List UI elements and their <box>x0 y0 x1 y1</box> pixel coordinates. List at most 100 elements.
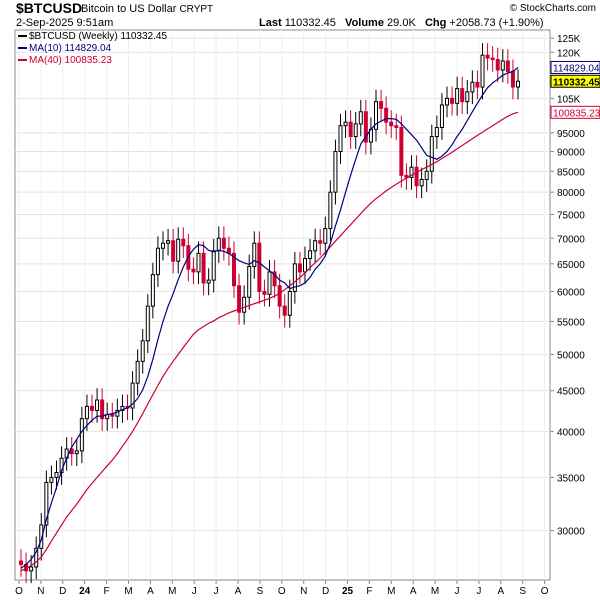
candle-body <box>374 101 378 130</box>
y-tick-label: 70000 <box>557 234 585 245</box>
legend-ma10: MA(10) 114829.04 <box>18 43 111 54</box>
y-tick-label: 35000 <box>557 473 585 484</box>
candle-body <box>242 296 247 313</box>
x-tick-label: M <box>168 586 176 597</box>
candle-body <box>34 547 39 568</box>
x-tick-label: O <box>278 586 286 597</box>
candle-body <box>460 88 465 103</box>
candle-body <box>267 271 272 295</box>
legend-price: $BTCUSD (Weekly) 110332.45 <box>18 31 167 42</box>
candle-body <box>318 240 323 244</box>
candle-body <box>130 382 135 409</box>
ma40-line <box>20 111 519 572</box>
candle-body <box>358 111 363 125</box>
y-tick-label: 90000 <box>557 148 585 159</box>
y-tick-label: 30000 <box>557 527 585 538</box>
legend-price-swatch <box>18 35 27 38</box>
candle-body <box>419 178 424 187</box>
y-tick-label: 125K <box>557 34 581 45</box>
x-tick-label: S <box>257 586 264 597</box>
x-tick-label: A <box>410 586 417 597</box>
chart-date: 2-Sep-2025 9:51am <box>16 17 114 29</box>
candle-body <box>252 242 257 267</box>
candle-body <box>29 566 34 572</box>
candle-body <box>115 409 120 417</box>
candle-body <box>429 136 434 172</box>
y-tick-label: 60000 <box>557 287 585 298</box>
candle-body <box>292 263 297 292</box>
x-tick-label: A <box>497 586 504 597</box>
candle-body <box>455 88 460 104</box>
candle-body <box>363 111 368 143</box>
legend-ma40-swatch <box>18 59 27 62</box>
candle-body <box>389 121 394 127</box>
candle-body <box>328 191 333 230</box>
candle-body <box>450 97 455 104</box>
candle-body <box>516 80 520 88</box>
symbol-title: $BTCUSD <box>16 0 83 16</box>
candle-body <box>257 242 262 292</box>
brand-watermark: © StockCharts.com <box>509 3 596 14</box>
candle-body <box>404 174 409 178</box>
candle-body <box>110 414 115 417</box>
candle-body <box>216 237 221 252</box>
candle-body <box>201 252 206 284</box>
candle-body <box>140 340 145 362</box>
x-tick-label: A <box>235 586 242 597</box>
candle-body <box>237 285 242 313</box>
candle-body <box>338 125 343 153</box>
price-tag-box <box>550 74 600 88</box>
x-tick-label: F <box>366 586 372 597</box>
candle-body <box>155 247 160 276</box>
candle-body <box>500 60 505 71</box>
candle-body <box>145 305 150 342</box>
x-tick-label: N <box>37 586 44 597</box>
candle-body <box>84 405 89 420</box>
x-tick-label: J <box>476 586 481 597</box>
price-tag-label: 100835.23 <box>553 108 600 119</box>
candle-body <box>308 250 313 260</box>
candle-body <box>90 405 94 411</box>
candle-body <box>262 290 267 295</box>
x-tick-label: N <box>300 586 307 597</box>
y-tick-label: 45000 <box>557 387 585 398</box>
x-tick-label: M <box>124 586 132 597</box>
candle-body <box>181 238 186 247</box>
candle-body <box>495 59 500 71</box>
x-tick-label: O <box>541 586 549 597</box>
candle-body <box>176 238 181 262</box>
x-tick-label: O <box>15 586 23 597</box>
candle-body <box>470 81 475 93</box>
y-tick-label: 95000 <box>557 129 585 140</box>
candle-body <box>196 252 201 273</box>
candle-body <box>232 252 236 287</box>
candle-body <box>211 250 216 281</box>
legend-ma40: MA(40) 100835.23 <box>18 55 112 66</box>
candle-body <box>120 405 125 411</box>
legend-price-text: $BTCUSD (Weekly) 110332.45 <box>29 31 168 42</box>
candle-body <box>490 57 495 61</box>
candle-body <box>49 476 54 483</box>
candle-body <box>424 170 429 180</box>
candle-body <box>150 274 155 307</box>
y-tick-label: 40000 <box>557 427 585 438</box>
volume-value: 29.0K <box>387 17 416 29</box>
description-text: Bitcoin to US Dollar <box>81 3 177 15</box>
chg-value: +2058.73 (+1.90%) <box>449 17 544 29</box>
candle-body <box>505 60 510 72</box>
x-tick-label: 24 <box>79 586 91 597</box>
last-value: 110332.45 <box>284 17 336 29</box>
candle-body <box>384 107 389 123</box>
legend-ma40-text: MA(40) 100835.23 <box>29 55 112 66</box>
price-tag-label: 114829.04 <box>553 63 600 74</box>
quote-stats: Last 110332.45 Volume 29.0K Chg +2058.73… <box>259 17 544 29</box>
candle-body <box>303 258 307 273</box>
candle-body <box>475 81 480 88</box>
candle-body <box>409 166 414 178</box>
exchange-text: CRYPT <box>179 4 214 15</box>
candle-body <box>480 54 485 88</box>
y-tick-label: 80000 <box>557 188 585 199</box>
legend-ma10-swatch <box>18 47 27 50</box>
candle-body <box>221 237 226 249</box>
price-tag-box <box>550 60 600 74</box>
